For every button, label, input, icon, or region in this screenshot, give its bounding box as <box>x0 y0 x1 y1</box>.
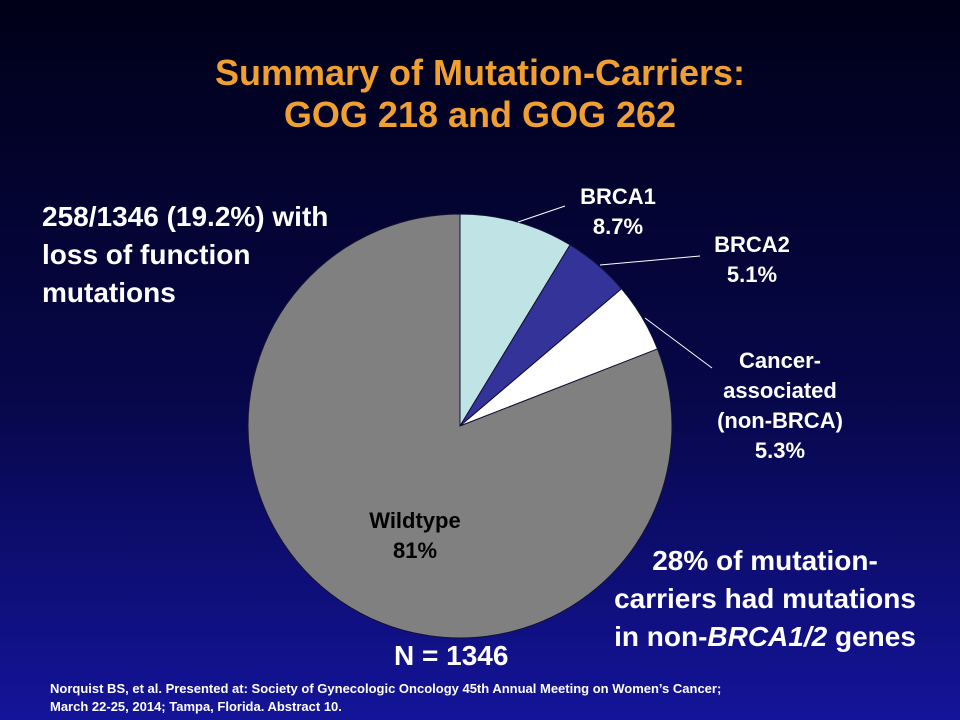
slice-label-line: 5.1% <box>727 262 777 287</box>
slice-label-line: Cancer- <box>739 348 821 373</box>
citation-line-1: Norquist BS, et al. Presented at: Societ… <box>50 681 722 696</box>
right-note-line-3: in non-BRCA1/2 genes <box>598 618 932 656</box>
right-note-italic-genes: BRCA1/2 <box>707 621 828 652</box>
slice-label-line: BRCA1 <box>580 184 656 209</box>
leader-line-1 <box>599 255 701 266</box>
slice-label-1: BRCA2 5.1% <box>714 232 790 287</box>
slice-label-line: (non-BRCA) <box>717 408 843 433</box>
slice-label-2: Cancer-associated (non-BRCA) 5.3% <box>717 348 843 463</box>
pie-slice-brca1 <box>459 213 571 428</box>
slice-label-line: BRCA2 <box>714 232 790 257</box>
slide-title: Summary of Mutation-Carriers: GOG 218 an… <box>0 52 960 136</box>
left-note-line-2: loss of function <box>42 239 251 270</box>
slice-label-line: associated <box>723 378 837 403</box>
right-note-prefix: in non- <box>614 621 708 652</box>
pie-slice-wildtype <box>247 213 673 639</box>
title-line-1: Summary of Mutation-Carriers: <box>214 52 746 93</box>
right-note-line-2: carriers had mutations <box>614 583 916 614</box>
slice-label-3: Wildtype 81% <box>369 508 460 563</box>
citation-line-2: March 22-25, 2014; Tampa, Florida. Abstr… <box>50 699 342 714</box>
citation: Norquist BS, et al. Presented at: Societ… <box>50 680 930 716</box>
slice-label-line: 8.7% <box>593 214 643 239</box>
right-note-suffix: genes <box>827 621 916 652</box>
title-line-2: GOG 218 and GOG 262 <box>283 94 677 135</box>
slice-label-line: 81% <box>393 538 437 563</box>
slice-label-line: Wildtype <box>369 508 460 533</box>
slice-label-line: 5.3% <box>755 438 805 463</box>
left-note-line-1: 258/1346 (19.2%) with <box>42 201 329 232</box>
left-note-line-3: mutations <box>42 277 176 308</box>
right-note-line-1: 28% of mutation- <box>652 545 878 576</box>
leader-line-0 <box>517 205 566 223</box>
sample-size-label: N = 1346 <box>394 640 509 671</box>
non-brca-note: 28% of mutation- carriers had mutations … <box>598 542 932 656</box>
leader-line-2 <box>644 317 713 369</box>
loss-of-function-note: 258/1346 (19.2%) with loss of function m… <box>42 198 328 312</box>
slice-label-0: BRCA1 8.7% <box>580 184 656 239</box>
